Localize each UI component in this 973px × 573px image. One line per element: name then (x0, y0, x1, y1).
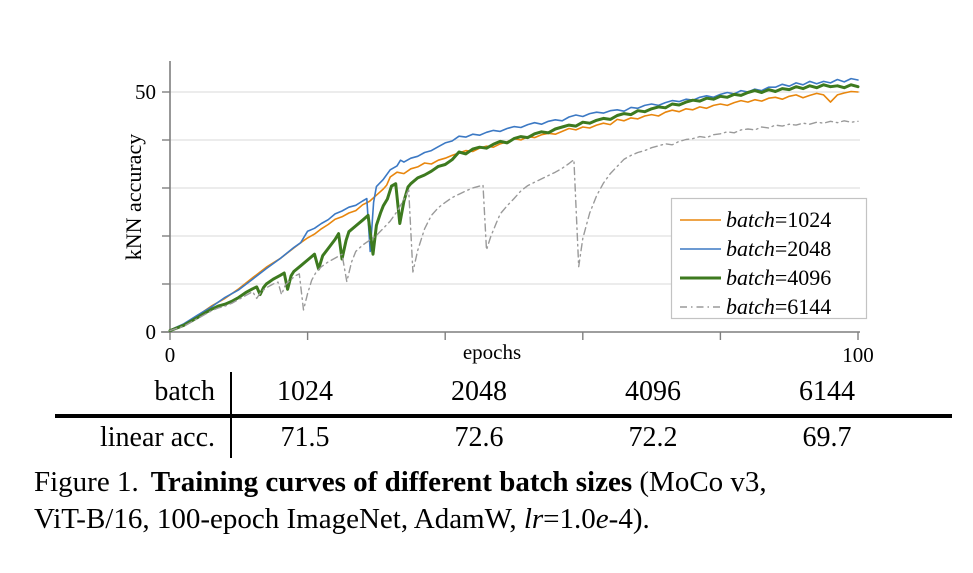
caption-line2-text: ViT-B/16, 100-epoch ImageNet, AdamW, (34, 503, 524, 535)
table-batch-value-4: 6144 (799, 376, 855, 407)
table-batch-value-3: 4096 (625, 376, 681, 407)
legend-label-6144: batch=6144 (726, 294, 831, 319)
caption-tail: -4). (608, 503, 650, 535)
table-linear-acc-value-4: 69.7 (802, 422, 852, 453)
legend-label-2048: batch=2048 (726, 236, 831, 261)
figure-caption: Figure 1. Training curves of different ba… (34, 464, 959, 538)
caption-lr-equals: =1.0 (543, 503, 596, 535)
training-curves-chart: 0 50 0 100 epochs kNN accuracy batch=1024 batch… (121, 61, 874, 367)
table-batch-value-2: 2048 (451, 376, 507, 407)
caption-lr-variable: lr (523, 503, 544, 535)
caption-line-2: ViT-B/16, 100-epoch ImageNet, AdamW, lr=… (34, 501, 959, 538)
caption-after-bold: (MoCo v3, (632, 466, 767, 498)
legend-label-4096: batch=4096 (726, 265, 831, 290)
table-linear-acc-value-2: 72.6 (454, 422, 504, 453)
table-linear-acc-value-1: 71.5 (280, 422, 330, 453)
table-batch-value-1: 1024 (277, 376, 333, 407)
caption-line-1: Figure 1. Training curves of different ba… (34, 464, 959, 501)
series-batch-4096 (168, 83, 860, 333)
legend-label-1024: batch=1024 (726, 207, 831, 232)
xtick-label-100: 100 (842, 343, 874, 367)
table-row-header-linear-acc: linear acc. (99, 422, 215, 453)
y-axis-label: kNN accuracy (121, 134, 146, 260)
caption-figure-label: Figure 1. (34, 466, 139, 498)
table-linear-acc-value-3: 72.2 (628, 422, 678, 453)
series-batch-1024 (169, 90, 859, 331)
table-row-header-batch: batch (154, 376, 215, 407)
legend-box (670, 197, 868, 320)
xtick-label-0: 0 (165, 343, 176, 367)
ytick-label-0: 0 (146, 320, 157, 344)
ytick-label-50: 50 (135, 80, 156, 104)
caption-e-variable: e (595, 503, 609, 535)
series-batch-6144 (169, 120, 859, 332)
results-table: batch 1024 2048 4096 6144 linear acc. 71… (0, 0, 973, 458)
table-horizontal-rule (55, 414, 952, 418)
caption-bold-title: Training curves of different batch sizes (150, 466, 633, 498)
x-axis-label: epochs (463, 340, 521, 364)
